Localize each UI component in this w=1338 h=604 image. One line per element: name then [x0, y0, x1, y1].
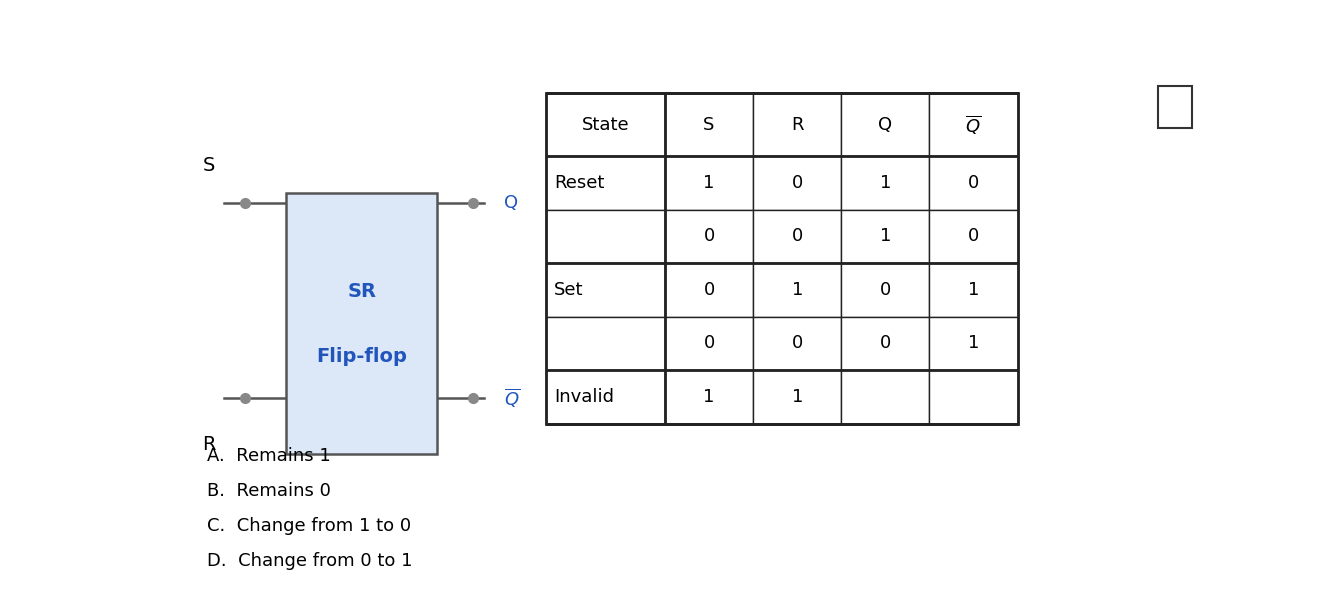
Bar	[546, 94, 1018, 423]
Bar	[546, 156, 665, 210]
Bar	[842, 210, 930, 263]
Text: $\overline{Q}$: $\overline{Q}$	[504, 387, 520, 410]
Text: 0: 0	[879, 281, 891, 299]
Text: 0: 0	[967, 228, 979, 245]
Text: 0: 0	[704, 228, 714, 245]
Text: $\overline{Q}$: $\overline{Q}$	[966, 114, 982, 136]
Bar	[546, 263, 665, 316]
Bar	[842, 316, 930, 370]
Bar	[546, 94, 665, 156]
Text: 1: 1	[704, 388, 714, 406]
Text: S: S	[704, 116, 714, 134]
Text: Reset: Reset	[554, 174, 605, 192]
Bar	[842, 94, 930, 156]
Text: 0: 0	[792, 174, 803, 192]
Text: 1: 1	[704, 174, 714, 192]
Text: S: S	[202, 156, 215, 175]
Text: 1: 1	[792, 281, 803, 299]
Text: C.  Change from 1 to 0: C. Change from 1 to 0	[206, 517, 411, 535]
Text: 0: 0	[704, 281, 714, 299]
Bar	[546, 316, 665, 370]
Text: 0: 0	[792, 228, 803, 245]
Text: 1: 1	[879, 228, 891, 245]
Bar	[1157, 86, 1192, 128]
Text: R: R	[202, 435, 215, 454]
Bar	[546, 370, 665, 423]
Bar	[753, 156, 842, 210]
Bar	[842, 156, 930, 210]
Bar	[753, 210, 842, 263]
Text: R: R	[791, 116, 803, 134]
Text: 1: 1	[967, 281, 979, 299]
Text: State: State	[582, 116, 629, 134]
Bar	[753, 94, 842, 156]
Text: 0: 0	[792, 335, 803, 352]
Text: 1: 1	[967, 335, 979, 352]
Text: D.  Change from 0 to 1: D. Change from 0 to 1	[206, 552, 412, 570]
Text: 1: 1	[792, 388, 803, 406]
Bar	[930, 156, 1017, 210]
Bar	[665, 94, 753, 156]
Text: 1: 1	[879, 174, 891, 192]
Bar	[286, 193, 438, 454]
Bar	[930, 94, 1017, 156]
Bar	[546, 210, 665, 263]
Text: Invalid: Invalid	[554, 388, 614, 406]
Bar	[665, 210, 753, 263]
Text: Q: Q	[504, 194, 518, 212]
Bar	[665, 263, 753, 316]
Text: 0: 0	[967, 174, 979, 192]
Text: Flip-flop: Flip-flop	[316, 347, 407, 365]
Bar	[753, 263, 842, 316]
Bar	[930, 263, 1017, 316]
Text: A.  Remains 1: A. Remains 1	[206, 447, 330, 465]
Bar	[930, 370, 1017, 423]
Text: Q: Q	[878, 116, 892, 134]
Bar	[665, 316, 753, 370]
Text: Set: Set	[554, 281, 583, 299]
Bar	[842, 263, 930, 316]
Bar	[753, 316, 842, 370]
Bar	[842, 370, 930, 423]
Bar	[665, 156, 753, 210]
Bar	[753, 370, 842, 423]
Bar	[930, 210, 1017, 263]
Bar	[665, 370, 753, 423]
Text: 0: 0	[879, 335, 891, 352]
Bar	[930, 316, 1017, 370]
Text: B.  Remains 0: B. Remains 0	[206, 482, 330, 500]
Text: 0: 0	[704, 335, 714, 352]
Text: SR: SR	[347, 281, 376, 301]
